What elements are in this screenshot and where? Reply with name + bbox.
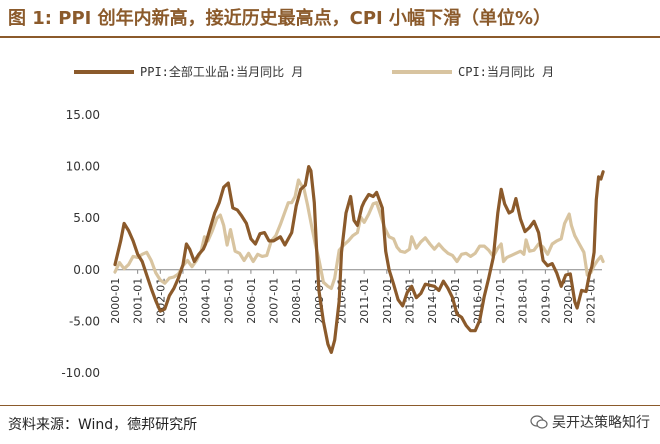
x-tick-label: 2000-01 (109, 278, 122, 324)
x-tick-label: 2018-01 (517, 278, 530, 324)
source-note: 资料来源：Wind，德邦研究所 (8, 417, 198, 433)
x-tick-label: 2017-01 (494, 278, 507, 324)
wechat-icon (530, 415, 548, 429)
x-axis: 2000-01 2001-01 2002-01 2003-01 2004-01 2005-… (109, 269, 602, 324)
y-axis-ticks: -10.00 -5.00 0.00 5.00 10.00 15.00 (61, 108, 100, 380)
series-layer (113, 165, 605, 354)
y-tick-label: 5.00 (73, 211, 100, 225)
watermark-text: 吴开达策略知行 (552, 415, 650, 431)
y-tick-label: 0.00 (73, 263, 100, 277)
x-tick-label: 2006-01 (245, 278, 258, 324)
x-tick-label: 2011-01 (358, 278, 371, 324)
series-line-cpi (113, 178, 605, 290)
x-tick-label: 2007-01 (268, 278, 281, 324)
x-tick-label: 2019-01 (539, 278, 552, 324)
y-tick-label: -10.00 (61, 366, 100, 380)
chart-canvas: PPI:全部工业品:当月同比 月 CPI:当月同比 月 -10.00 -5.00 0… (61, 64, 605, 380)
title-divider (0, 36, 660, 38)
x-tick-label: 2001-01 (132, 278, 145, 324)
x-tick-label: 2008-01 (290, 278, 303, 324)
x-tick-label: 2002-01 (154, 278, 167, 324)
chart-legend: PPI:全部工业品:当月同比 月 CPI:当月同比 月 (74, 64, 554, 79)
y-tick-label: 10.00 (66, 160, 100, 174)
y-tick-label: 15.00 (66, 108, 100, 122)
watermark: 吴开达策略知行 (530, 412, 650, 432)
x-tick-label: 2012-01 (381, 278, 394, 324)
series-line-ppi (113, 165, 605, 354)
x-tick-label: 2004-01 (200, 278, 213, 324)
x-tick-label: 2015-01 (449, 278, 462, 324)
chart-title: 图 1: PPI 创年内新高，接近历史最高点，CPI 小幅下滑（单位%） (8, 8, 552, 29)
legend-label-ppi: PPI:全部工业品:当月同比 月 (140, 64, 303, 79)
x-tick-label: 2003-01 (177, 278, 190, 324)
footer-divider (0, 405, 660, 406)
x-tick-label: 2005-01 (222, 278, 235, 324)
legend-label-cpi: CPI:当月同比 月 (458, 65, 554, 79)
y-tick-label: -5.00 (69, 314, 100, 328)
